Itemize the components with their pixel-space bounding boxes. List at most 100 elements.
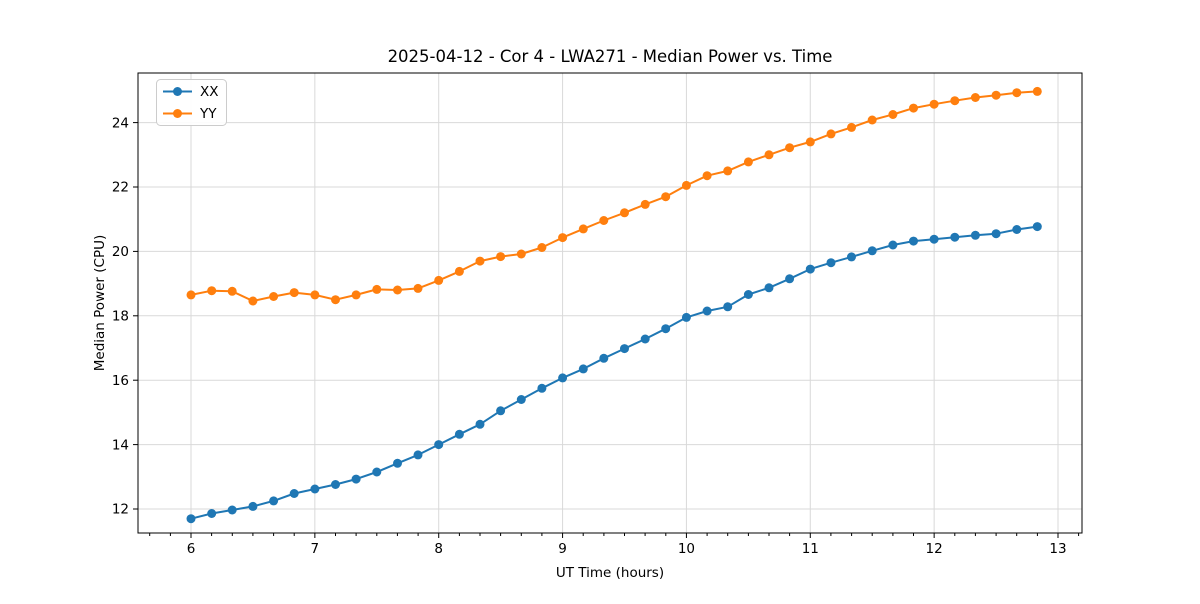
data-point-marker [269,496,279,506]
series-line [190,225,1038,520]
data-point-marker [475,256,485,266]
data-point-marker [454,266,464,276]
data-point-marker [826,129,836,139]
chart-title: 2025-04-12 - Cor 4 - LWA271 - Median Pow… [388,47,833,66]
data-point-marker [970,93,980,102]
data-point-marker [991,90,1001,100]
y-tick-label: 12 [112,502,129,518]
x-tick-label: 9 [558,541,567,557]
data-point-marker [496,252,506,262]
y-tick-label: 22 [112,180,129,196]
legend-marker [173,87,182,96]
data-point-marker [310,484,320,494]
legend-marker [173,109,182,118]
data-point-marker [516,395,526,404]
data-point-marker [186,290,196,300]
data-point-marker [248,296,258,306]
data-point-marker [640,334,650,344]
data-point-marker [578,224,588,234]
data-point-marker [310,290,320,300]
data-point-marker [661,324,671,334]
data-point-marker [929,99,939,109]
data-point-marker [372,467,382,477]
data-point-marker [888,110,898,119]
data-point-marker [785,143,795,153]
data-point-marker [764,150,774,160]
data-point-marker [186,514,196,524]
grid [138,73,1082,533]
plot-border [137,72,1083,534]
data-point-marker [620,344,629,354]
data-point-marker [496,406,506,416]
legend-label: XX [200,84,219,100]
data-point-marker [661,192,671,202]
x-tick-label: 7 [311,541,320,557]
series-xx [186,222,1042,524]
data-point-marker [331,480,340,489]
data-point-marker [578,364,588,374]
data-point-marker [970,230,980,240]
data-point-marker [537,243,547,252]
y-tick-label: 20 [112,244,129,260]
data-point-marker [702,306,712,316]
x-tick-label: 10 [678,541,695,557]
y-tick-label: 24 [112,115,129,131]
data-point-marker [1012,225,1022,234]
data-point-marker [599,353,609,363]
legend-label: YY [199,106,217,122]
data-point-marker [351,290,361,300]
data-point-marker [207,286,217,296]
data-point-marker [227,286,237,296]
legend: XX YY [156,79,227,126]
data-point-marker [888,240,898,250]
data-point-marker [764,283,774,293]
data-point-marker [289,489,299,498]
data-point-marker [805,137,815,147]
data-point-marker [909,236,918,246]
data-point-marker [743,157,753,167]
series-yy [186,86,1042,306]
data-point-marker [743,290,753,299]
legend-item-xx: XX [163,84,219,100]
data-point-marker [1032,222,1042,232]
x-tick-label: 13 [1049,541,1066,557]
data-point-marker [929,234,939,244]
y-axis-label: Median Power (CPU) [92,235,108,371]
x-tick-label: 12 [926,541,943,557]
x-axis-label: UT Time (hours) [556,565,664,581]
y-tick-label: 16 [112,373,129,389]
x-tick-label: 6 [187,541,196,557]
data-point-marker [681,180,691,190]
data-point-marker [516,249,526,259]
data-point-marker [289,288,299,298]
data-point-marker [1032,86,1042,96]
data-point-marker [207,509,217,518]
data-point-marker [826,258,836,268]
data-point-marker [847,122,856,132]
data-point-marker [454,429,464,439]
data-point-marker [620,208,629,218]
y-tick-label: 14 [112,437,129,453]
data-point-marker [640,199,650,209]
data-point-marker [599,216,609,225]
data-point-marker [867,115,877,125]
data-point-marker [1012,88,1022,98]
x-tick-label: 8 [434,541,443,557]
data-point-marker [867,246,877,256]
data-point-marker [475,419,485,429]
data-point-marker [785,274,795,284]
data-point-marker [372,284,382,294]
legend-item-yy: YY [163,106,217,122]
data-point-marker [393,285,402,295]
data-point-marker [681,312,691,322]
data-point-marker [558,373,568,383]
x-tick-label: 11 [802,541,819,557]
data-point-marker [950,232,960,242]
data-point-marker [434,440,444,450]
y-tick-label: 18 [112,309,129,325]
data-point-marker [413,283,423,293]
data-point-marker [950,96,960,106]
data-point-marker [909,103,918,113]
